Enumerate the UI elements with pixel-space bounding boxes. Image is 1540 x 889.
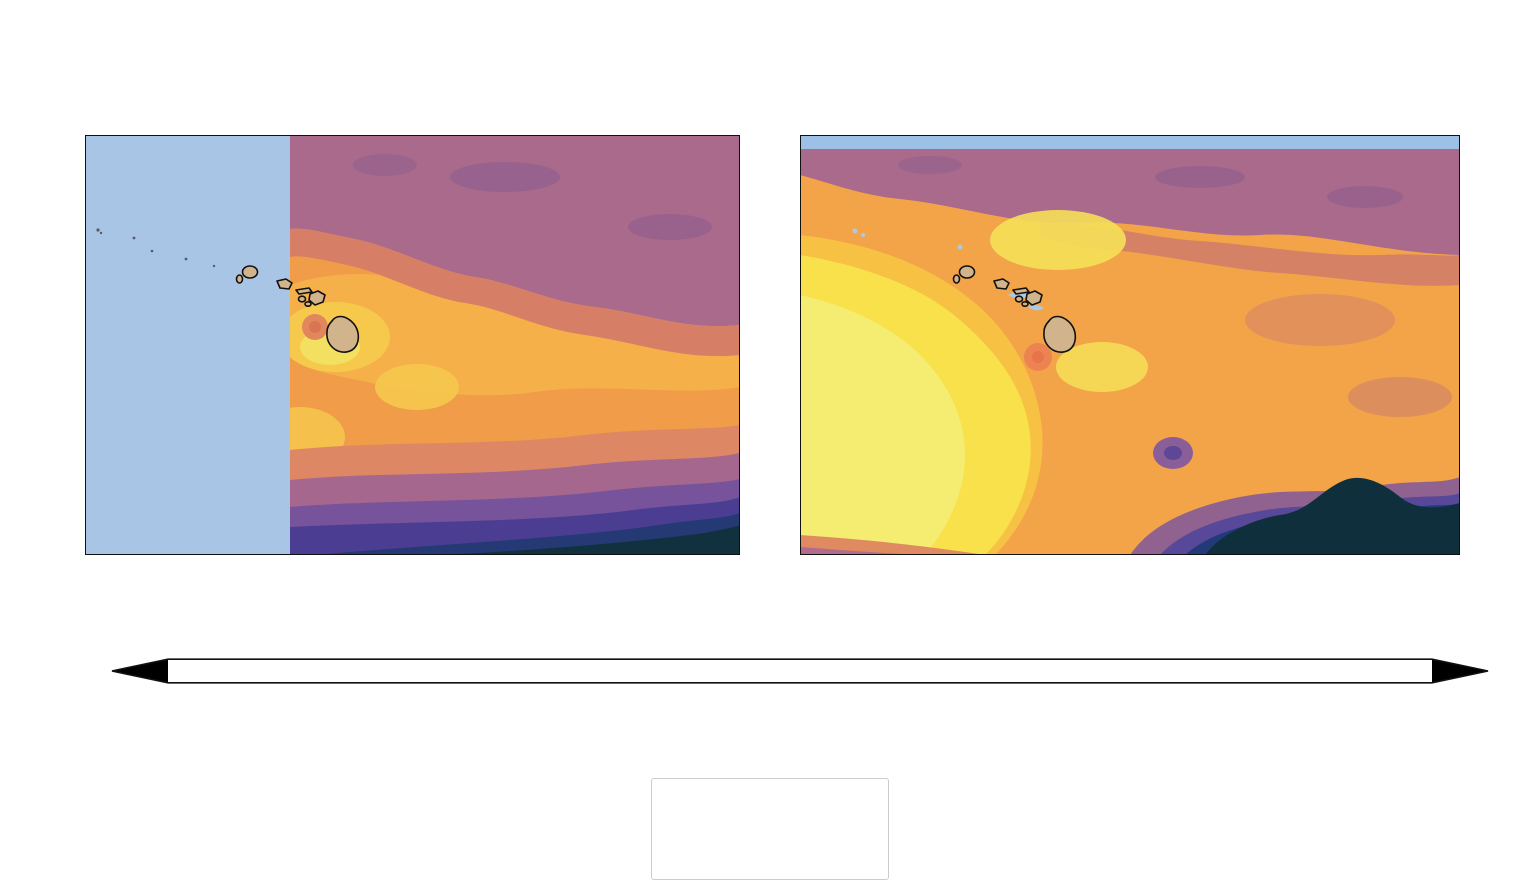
hawaiian-islands xyxy=(235,265,360,353)
cmems-shallow-water xyxy=(852,228,1044,311)
map-plot-cmems xyxy=(800,135,1460,555)
colorbar-over-arrow xyxy=(1432,659,1488,683)
colorbar-under-arrow xyxy=(112,659,168,683)
temperature-field-cmems xyxy=(800,135,1460,555)
temperature-field-rtofs xyxy=(85,135,740,555)
map-plot-rtofs xyxy=(85,135,740,555)
colorbar xyxy=(110,658,1490,698)
map-panel-rtofs xyxy=(85,135,740,555)
rtofs-no-data-mask xyxy=(85,135,290,555)
nw-hawaiian-islets xyxy=(96,228,216,268)
cmems-north-mask xyxy=(800,135,1460,149)
map-panel-cmems xyxy=(800,135,1460,555)
colorbar-bar xyxy=(111,658,1489,684)
float-legend xyxy=(651,778,889,880)
